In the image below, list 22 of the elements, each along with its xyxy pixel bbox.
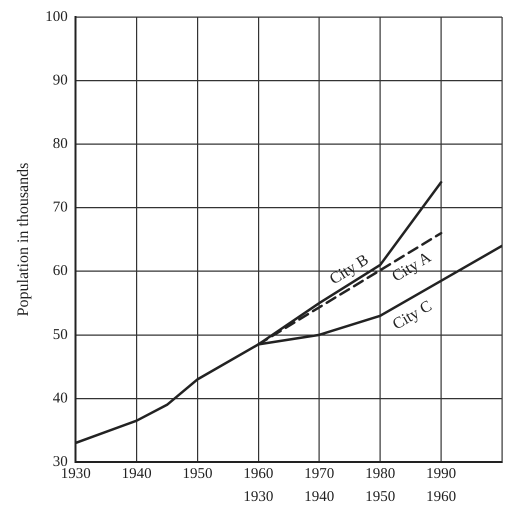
y-tick-label: 90 xyxy=(52,72,68,89)
y-tick-label: 50 xyxy=(52,326,68,343)
y-tick-label: 100 xyxy=(45,8,68,25)
x-tick-label: 1970 xyxy=(304,466,334,482)
x-tick-label: 1980 xyxy=(365,466,396,482)
x2-tick-label: 1960 xyxy=(426,488,456,505)
x-tick-label: 1960 xyxy=(243,466,274,482)
x2-tick-label: 1930 xyxy=(243,488,274,505)
x-tick-label: 1940 xyxy=(122,466,152,482)
y-tick-label: 40 xyxy=(52,390,68,406)
x-tick-label: 1930 xyxy=(60,466,91,482)
x2-tick-label: 1940 xyxy=(304,488,334,505)
y-axis-title: Population in thousands xyxy=(14,162,32,316)
y-tick-label: 70 xyxy=(52,200,68,216)
y-tick-label: 80 xyxy=(52,136,68,152)
x2-tick-label: 1950 xyxy=(365,488,396,505)
x-tick-label: 1950 xyxy=(182,466,212,482)
text: City B xyxy=(326,251,372,288)
y-tick-label: 60 xyxy=(52,263,68,280)
text: City A xyxy=(389,248,435,286)
x-tick-label: 1990 xyxy=(426,466,456,482)
text: City C xyxy=(390,298,435,334)
